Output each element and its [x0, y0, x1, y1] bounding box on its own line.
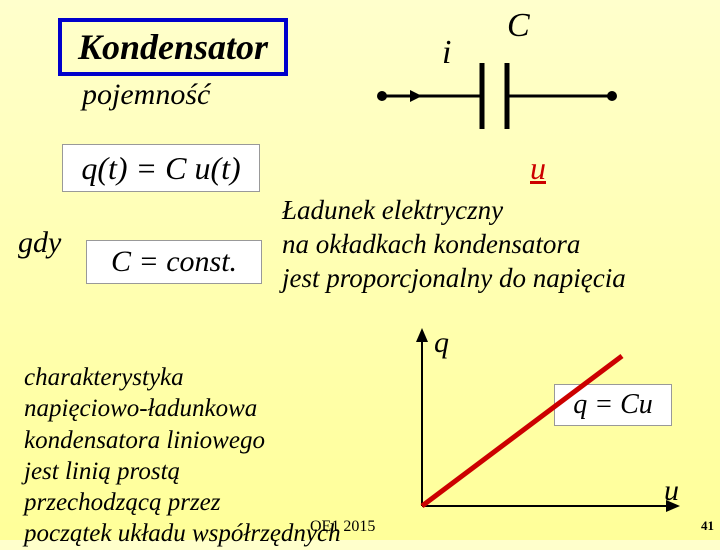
- eq1-text: q(t) = C u(t): [81, 150, 240, 187]
- desc1-l1: Ładunek elektryczny: [282, 195, 503, 225]
- desc2-l6: początek układu współrzędnych: [24, 520, 341, 547]
- title-box: Kondensator: [58, 18, 288, 76]
- qu-chart: q u: [392, 326, 692, 536]
- desc1-l2: na okładkach kondensatora: [282, 229, 580, 259]
- slide-number: 41: [701, 518, 714, 534]
- equation-qt: q(t) = C u(t): [62, 144, 260, 192]
- footer-text: OE1 2015: [310, 518, 375, 536]
- u-axis-label: u: [664, 474, 679, 507]
- u-voltage-label: u: [530, 150, 546, 187]
- desc2-l5: przechodzącą przez: [24, 489, 221, 516]
- desc2-l2: napięciowo-ładunkowa: [24, 395, 257, 422]
- desc2-l4: jest linią prostą: [24, 458, 180, 485]
- title-text: Kondensator: [78, 27, 268, 67]
- i-label: i: [442, 34, 451, 71]
- eq2-text: C = const.: [111, 245, 237, 279]
- desc1-l3: jest proporcjonalny do napięcia: [282, 263, 626, 293]
- subtitle: pojemność: [82, 78, 210, 112]
- equation-const: C = const.: [86, 240, 262, 284]
- c-label: C: [507, 8, 530, 44]
- gdy-label: gdy: [18, 226, 61, 260]
- q-axis-label: q: [434, 326, 449, 359]
- description-charge: Ładunek elektryczny na okładkach kondens…: [282, 194, 712, 295]
- desc2-l1: charakterystyka: [24, 364, 184, 391]
- capacitor-diagram: i C: [362, 8, 682, 148]
- desc2-l3: kondensatora liniowego: [24, 427, 265, 454]
